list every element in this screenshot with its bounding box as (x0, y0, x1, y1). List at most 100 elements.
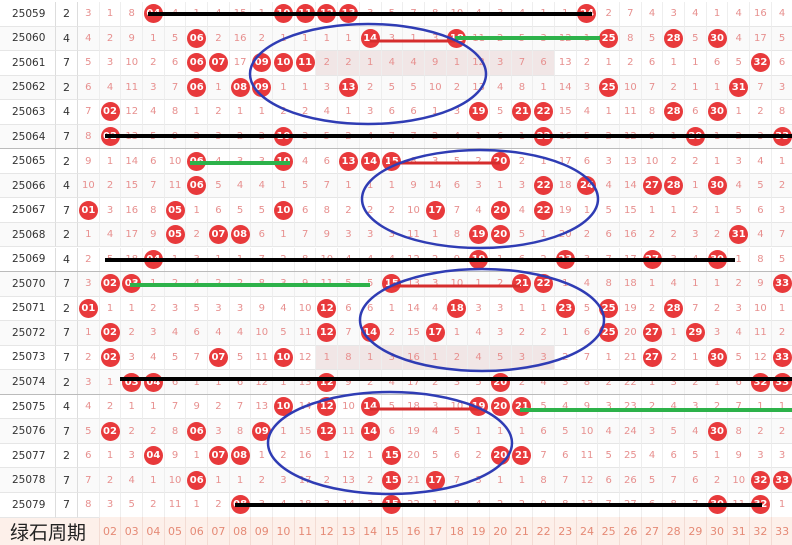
omission: 2 (620, 51, 642, 76)
omission: 25 (620, 443, 642, 469)
omission: 4 (121, 468, 144, 493)
omission: 3 (598, 149, 620, 174)
ball: 08 (230, 225, 250, 245)
ball-cell: 02 (99, 100, 122, 125)
omission: 1 (381, 296, 404, 322)
ball: 28 (664, 176, 684, 196)
omission: 24 (620, 419, 642, 444)
ball-cell: 06 (186, 51, 209, 76)
omission: 1 (186, 198, 209, 223)
ball: 14 (360, 28, 380, 48)
ball-cell: 20 (489, 222, 512, 248)
omission: 4 (99, 75, 122, 101)
period: 25064 (0, 124, 56, 150)
ball-cell: 12 (316, 419, 339, 444)
omission: 1 (511, 296, 534, 322)
omission: 12 (576, 468, 599, 493)
ball-cell: 30 (706, 419, 729, 444)
ball-cell: 12 (316, 321, 339, 346)
omission: 5 (685, 443, 707, 469)
ball: 01 (78, 200, 98, 220)
omission: 2 (99, 468, 122, 493)
ball: 14 (360, 397, 380, 417)
ball: 02 (100, 102, 120, 122)
omission: 9 (143, 222, 165, 248)
ball-cell: 21 (511, 272, 534, 297)
ball: 06 (187, 176, 207, 196)
ball-cell: 30 (706, 345, 729, 371)
column-header: 26 (620, 517, 642, 545)
omission: 4 (78, 26, 100, 52)
omission: 6 (771, 51, 792, 76)
period: 25073 (0, 345, 56, 371)
omission: 2 (685, 149, 707, 174)
omission: 6 (251, 222, 274, 248)
omission: 13 (620, 149, 642, 174)
omission: 5 (359, 272, 382, 297)
omission: 12 (338, 443, 360, 469)
omission: 4 (143, 100, 165, 125)
ball-cell: 11 (294, 51, 317, 76)
omission: 6 (533, 419, 555, 444)
omission: 1 (359, 443, 382, 469)
count: 7 (56, 468, 78, 493)
omission: 5 (251, 198, 274, 223)
period: 25078 (0, 468, 56, 493)
ball: 21 (512, 102, 532, 122)
omission: 16 (121, 198, 144, 223)
ball-cell: 13 (338, 75, 360, 101)
omission: 1 (229, 100, 252, 125)
omission: 6 (316, 149, 339, 174)
ball-cell: 01 (78, 296, 100, 322)
omission: 2 (663, 345, 686, 371)
omission: 2 (121, 419, 144, 444)
period: 25071 (0, 296, 56, 322)
ball-cell: 10 (273, 198, 295, 223)
omission: 3 (143, 321, 165, 346)
ball: 07 (208, 446, 228, 466)
omission: 1 (294, 75, 317, 101)
omission: 9 (186, 394, 209, 420)
period: 25068 (0, 222, 56, 248)
omission: 1 (359, 51, 382, 76)
omission: 5 (164, 345, 187, 371)
omission: 23 (620, 394, 642, 420)
omission: 6 (598, 468, 620, 493)
omission: 6 (533, 51, 555, 76)
omission: 6 (381, 419, 404, 444)
period: 25061 (0, 51, 56, 76)
ball-cell: 14 (359, 394, 382, 420)
omission: 18 (554, 173, 577, 199)
omission: 2 (381, 198, 404, 223)
count: 2 (56, 222, 78, 248)
ball: 07 (208, 225, 228, 245)
omission: 2 (121, 321, 144, 346)
omission: 2 (533, 321, 555, 346)
ball-cell: 06 (186, 75, 209, 101)
omission: 7 (728, 394, 751, 420)
column-header: 14 (359, 517, 382, 545)
omission: 1 (208, 75, 230, 101)
omission: 11 (251, 345, 274, 371)
omission: 1 (143, 26, 165, 52)
ball-cell: 19 (468, 100, 490, 125)
omission: 1 (750, 394, 772, 420)
ball: 30 (707, 347, 727, 367)
column-header: 20 (489, 517, 512, 545)
ball-cell: 30 (706, 173, 729, 199)
omission: 3 (338, 222, 360, 248)
omission: 7 (143, 173, 165, 199)
ball: 04 (143, 446, 163, 466)
omission: 3 (381, 26, 404, 52)
omission: 2 (663, 222, 686, 248)
omission: 6 (208, 198, 230, 223)
ball: 27 (642, 176, 662, 196)
ball: 07 (208, 347, 228, 367)
omission: 2 (338, 51, 360, 76)
ball-cell: 18 (446, 296, 469, 322)
omission: 7 (750, 75, 772, 101)
omission: 18 (620, 272, 642, 297)
omission: 5 (728, 198, 751, 223)
omission: 1 (663, 198, 686, 223)
omission: 2 (489, 272, 512, 297)
